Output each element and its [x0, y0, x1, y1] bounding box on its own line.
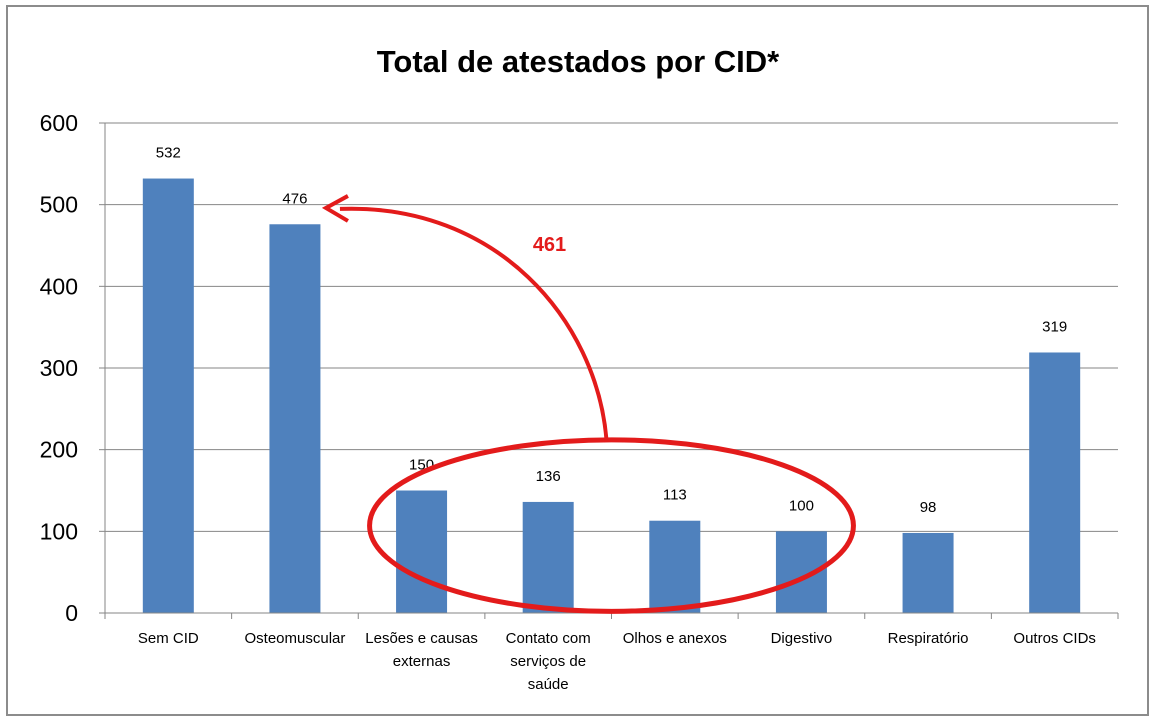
bar — [269, 224, 321, 613]
bar — [649, 520, 701, 613]
annotation: 461 — [321, 194, 856, 614]
bar — [522, 501, 574, 613]
x-tick-label-line: Osteomuscular — [245, 630, 346, 647]
data-label: 113 — [663, 487, 687, 504]
x-tick-label-line: Outros CIDs — [1013, 630, 1096, 647]
bar — [396, 490, 448, 613]
y-tick-label: 200 — [40, 437, 78, 463]
x-tick-label: Outros CIDs — [1013, 630, 1096, 647]
x-tick-label-line: saúde — [528, 676, 569, 693]
data-label: 532 — [156, 145, 181, 162]
annotation-arrow — [339, 206, 609, 441]
bars — [142, 178, 1081, 614]
x-tick-label: Sem CID — [138, 630, 199, 647]
data-label: 476 — [282, 190, 307, 207]
x-axis-ticks: Sem CID Osteomuscular Lesões e causas exter… — [104, 613, 1119, 693]
x-tick-label-line: Sem CID — [138, 630, 199, 647]
x-tick-label-line: Olhos e anexos — [623, 630, 727, 647]
x-tick-label: Osteomuscular — [245, 630, 346, 647]
data-label: 100 — [789, 497, 814, 514]
x-tick-label-line: Contato com — [506, 630, 591, 647]
data-label: 319 — [1042, 318, 1067, 335]
y-tick-label: 100 — [40, 518, 78, 544]
y-tick-label: 0 — [65, 600, 78, 626]
y-axis-ticks: 0 100 200 300 400 500 600 — [40, 110, 105, 626]
data-label: 98 — [920, 499, 937, 516]
x-tick-label-line: externas — [393, 653, 451, 670]
x-tick-label-line: Respiratório — [888, 630, 969, 647]
x-tick-label-line: Digestivo — [771, 630, 833, 647]
chart-title: Total de atestados por CID* — [377, 44, 780, 79]
y-tick-label: 500 — [40, 192, 78, 218]
gridlines — [105, 122, 1118, 532]
data-label: 136 — [536, 468, 561, 485]
x-tick-label-line: Lesões e causas — [365, 630, 478, 647]
x-tick-label-line: serviços de — [510, 653, 586, 670]
bar — [1029, 352, 1081, 613]
x-tick-label: Lesões e causas externas — [365, 630, 478, 670]
x-tick-label: Digestivo — [771, 630, 833, 647]
x-tick-label: Contato com serviços de saúde — [506, 630, 591, 693]
y-tick-label: 400 — [40, 273, 78, 299]
x-tick-label: Olhos e anexos — [623, 630, 727, 647]
x-tick-label: Respiratório — [888, 630, 969, 647]
y-tick-label: 300 — [40, 355, 78, 381]
arrow-head — [321, 194, 349, 223]
annotation-label: 461 — [533, 234, 566, 256]
bar — [902, 532, 954, 613]
y-tick-label: 600 — [40, 110, 78, 136]
encircling-ellipse — [367, 437, 856, 614]
bar — [142, 178, 194, 614]
